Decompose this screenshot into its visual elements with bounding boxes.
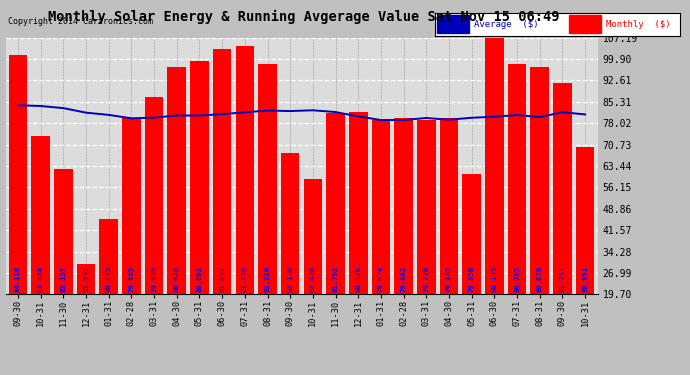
Text: 79.909: 79.909 — [151, 266, 157, 292]
Bar — [462, 174, 481, 294]
Text: 80.602: 80.602 — [197, 266, 202, 292]
Text: 79.776: 79.776 — [423, 266, 429, 292]
Text: 82.400: 82.400 — [310, 266, 316, 292]
Bar — [394, 118, 413, 294]
Text: 81.091: 81.091 — [219, 266, 225, 292]
Text: 79.082: 79.082 — [401, 266, 406, 292]
Text: 83.137: 83.137 — [60, 266, 66, 292]
Text: 82.130: 82.130 — [287, 266, 293, 292]
Bar — [304, 179, 322, 294]
Text: Monthly  ($): Monthly ($) — [606, 20, 671, 29]
Bar — [213, 49, 231, 294]
Bar — [437, 15, 469, 33]
Bar — [417, 120, 435, 294]
Bar — [31, 136, 50, 294]
Text: 80.320: 80.320 — [355, 266, 362, 292]
Text: 81.700: 81.700 — [241, 266, 248, 292]
Text: 80.079: 80.079 — [537, 266, 543, 292]
Text: 80.825: 80.825 — [106, 266, 112, 292]
Text: 79.665: 79.665 — [128, 266, 135, 292]
Bar — [485, 38, 504, 294]
Bar — [9, 55, 28, 294]
Text: 79.185: 79.185 — [446, 266, 452, 292]
Bar — [190, 62, 209, 294]
Bar — [145, 96, 164, 294]
Bar — [77, 264, 95, 294]
Text: 79.856: 79.856 — [469, 266, 475, 292]
Bar — [553, 83, 572, 294]
Text: 81.792: 81.792 — [333, 266, 339, 292]
Bar — [281, 153, 299, 294]
Text: 81.751: 81.751 — [560, 266, 565, 292]
Text: 80.785: 80.785 — [514, 266, 520, 292]
Bar — [258, 64, 277, 294]
Text: Monthly Solar Energy & Running Avgerage Value Sat Nov 15 06:49: Monthly Solar Energy & Running Avgerage … — [48, 9, 560, 24]
Bar — [349, 112, 368, 294]
Bar — [122, 118, 141, 294]
Bar — [531, 67, 549, 294]
Bar — [508, 64, 526, 294]
Bar — [440, 118, 458, 294]
Text: 80.195: 80.195 — [491, 266, 497, 292]
Bar — [569, 15, 601, 33]
Bar — [99, 219, 118, 294]
Text: 80.991: 80.991 — [582, 266, 588, 292]
Text: Copyright 2014 Cartronics.com: Copyright 2014 Cartronics.com — [8, 17, 153, 26]
Bar — [168, 67, 186, 294]
Bar — [372, 120, 391, 294]
Bar — [54, 169, 72, 294]
Bar — [326, 113, 345, 294]
Text: 84.118: 84.118 — [15, 266, 21, 292]
Text: Average  ($): Average ($) — [474, 20, 538, 29]
Text: 80.620: 80.620 — [174, 266, 180, 292]
Text: 79.074: 79.074 — [378, 266, 384, 292]
Text: 81.591: 81.591 — [83, 266, 89, 292]
Text: 82.326: 82.326 — [264, 266, 270, 292]
Text: 83.854: 83.854 — [38, 266, 43, 292]
Bar — [235, 46, 254, 294]
Bar — [575, 147, 594, 294]
